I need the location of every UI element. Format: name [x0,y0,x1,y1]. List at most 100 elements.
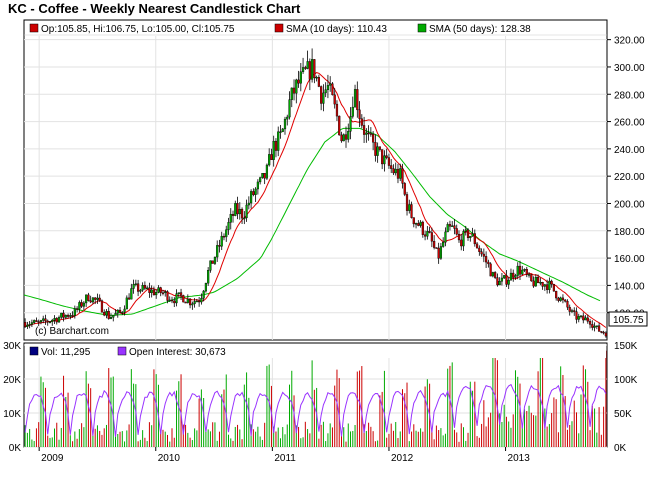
candle-body [161,292,165,294]
candle-body [82,302,85,307]
candle-body [471,233,474,237]
candle-body [57,317,61,323]
candle-body [448,224,452,227]
candle-body [191,303,194,306]
volume-right-tick-label: 150K [614,341,638,352]
candle-body [573,310,576,312]
candle-body [35,320,38,322]
candle-body [247,202,250,206]
candle-body [107,310,110,319]
candle-body [198,300,201,303]
candle-body [211,260,214,264]
candle-body [256,181,259,190]
candle-body [435,247,438,249]
legend-sma10: SMA (10 days): 110.43 [286,24,387,35]
candle-body [460,239,463,247]
candle-body [320,86,323,104]
price-tick-label: 160.00 [614,254,645,265]
price-tick-label: 180.00 [614,227,645,238]
candle-body [238,208,241,215]
price-tick-label: 320.00 [614,36,645,47]
candle-body [209,260,212,271]
candle-body [200,297,203,303]
candle-body [394,168,397,174]
candle-body [498,281,501,286]
candle-body [527,274,531,276]
candle-body [281,128,284,132]
candle-body [155,292,158,296]
candle-body [344,134,348,140]
candle-body [604,332,607,337]
candle-body [444,231,447,243]
candle-body [419,221,422,226]
candle-body [80,302,83,307]
candle-body [338,115,341,136]
candle-body [480,251,483,255]
candle-body [175,293,178,304]
candle-body [89,300,92,303]
candle-body [51,319,54,322]
candle-body [139,289,142,292]
candle-body [491,272,494,277]
candle-body [532,280,535,287]
candle-body [170,299,174,302]
candle-body [299,71,302,84]
candle-body [546,284,549,290]
candle-body [559,297,562,301]
x-tick-label: 2009 [41,453,64,464]
candle-body [543,284,546,287]
price-tick-label: 240.00 [614,145,645,156]
candle-body [584,317,587,321]
candle-body [536,277,540,284]
candle-body [353,89,357,108]
candle-body [360,118,363,126]
legend-vol-swatch [29,346,39,356]
candle-body [423,234,427,237]
candle-body [73,308,76,316]
candle-body [326,85,330,90]
candle-body [550,280,553,285]
candle-body [518,265,522,275]
candle-body [288,99,291,118]
candle-body [405,194,409,211]
open-interest-path [24,383,607,437]
candle-body [349,116,352,132]
candle-body [396,168,400,179]
candle-body [390,165,393,169]
candle-body [234,203,237,216]
candle-body [358,109,361,119]
price-tick-label: 260.00 [614,118,645,129]
candle-body [286,116,289,120]
candle-body [112,315,115,318]
candle-body [570,310,574,312]
candle-body [555,290,558,299]
candle-body [514,275,517,278]
candle-body [548,280,551,290]
candle-body [401,168,404,184]
candle-body [410,204,413,218]
candle-body [216,245,219,258]
candle-body [512,272,515,278]
candle-body [177,292,180,294]
candle-body [157,287,160,293]
candle-body [586,317,589,322]
candle-body [579,315,583,318]
legend-ohlc-swatch [29,23,39,33]
candle-body [159,287,162,293]
candle-body [109,317,113,319]
candle-body [292,87,296,94]
candle-body [301,67,305,72]
candle-body [249,191,253,204]
candle-body [577,316,580,320]
candle-body [60,312,63,318]
candle-body [367,132,370,135]
candle-body [62,312,65,318]
candle-body [451,225,454,227]
candle-body [308,61,311,80]
candle-body [37,321,40,323]
candle-body [414,223,418,225]
candle-body [261,173,264,178]
candle-body [270,154,273,160]
volume-left-tick-label: 0K [9,443,22,454]
candle-body [168,299,171,302]
